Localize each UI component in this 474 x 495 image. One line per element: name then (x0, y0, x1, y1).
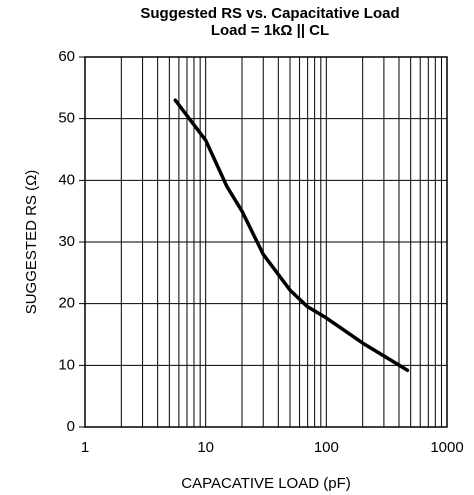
y-tick-label: 60 (58, 48, 75, 65)
chart-subtitle: Load = 1kΩ || CL (211, 22, 329, 39)
y-tick-label: 50 (58, 110, 75, 127)
y-tick-label: 10 (58, 356, 75, 373)
y-tick-label: 40 (58, 171, 75, 188)
x-tick-label: 100 (314, 439, 339, 456)
y-tick-label: 0 (67, 418, 75, 435)
x-tick-label: 10 (197, 439, 214, 456)
y-tick-label: 20 (58, 295, 75, 312)
y-axis-label: SUGGESTED RS (Ω) (23, 170, 40, 315)
x-tick-label: 1000 (430, 439, 463, 456)
chart-title: Suggested RS vs. Capacitative Load (140, 5, 399, 22)
x-tick-label: 1 (81, 439, 89, 456)
y-tick-label: 30 (58, 233, 75, 250)
data-line (173, 98, 410, 373)
x-axis-label: CAPACATIVE LOAD (pF) (181, 475, 350, 492)
plot-frame (84, 56, 448, 428)
